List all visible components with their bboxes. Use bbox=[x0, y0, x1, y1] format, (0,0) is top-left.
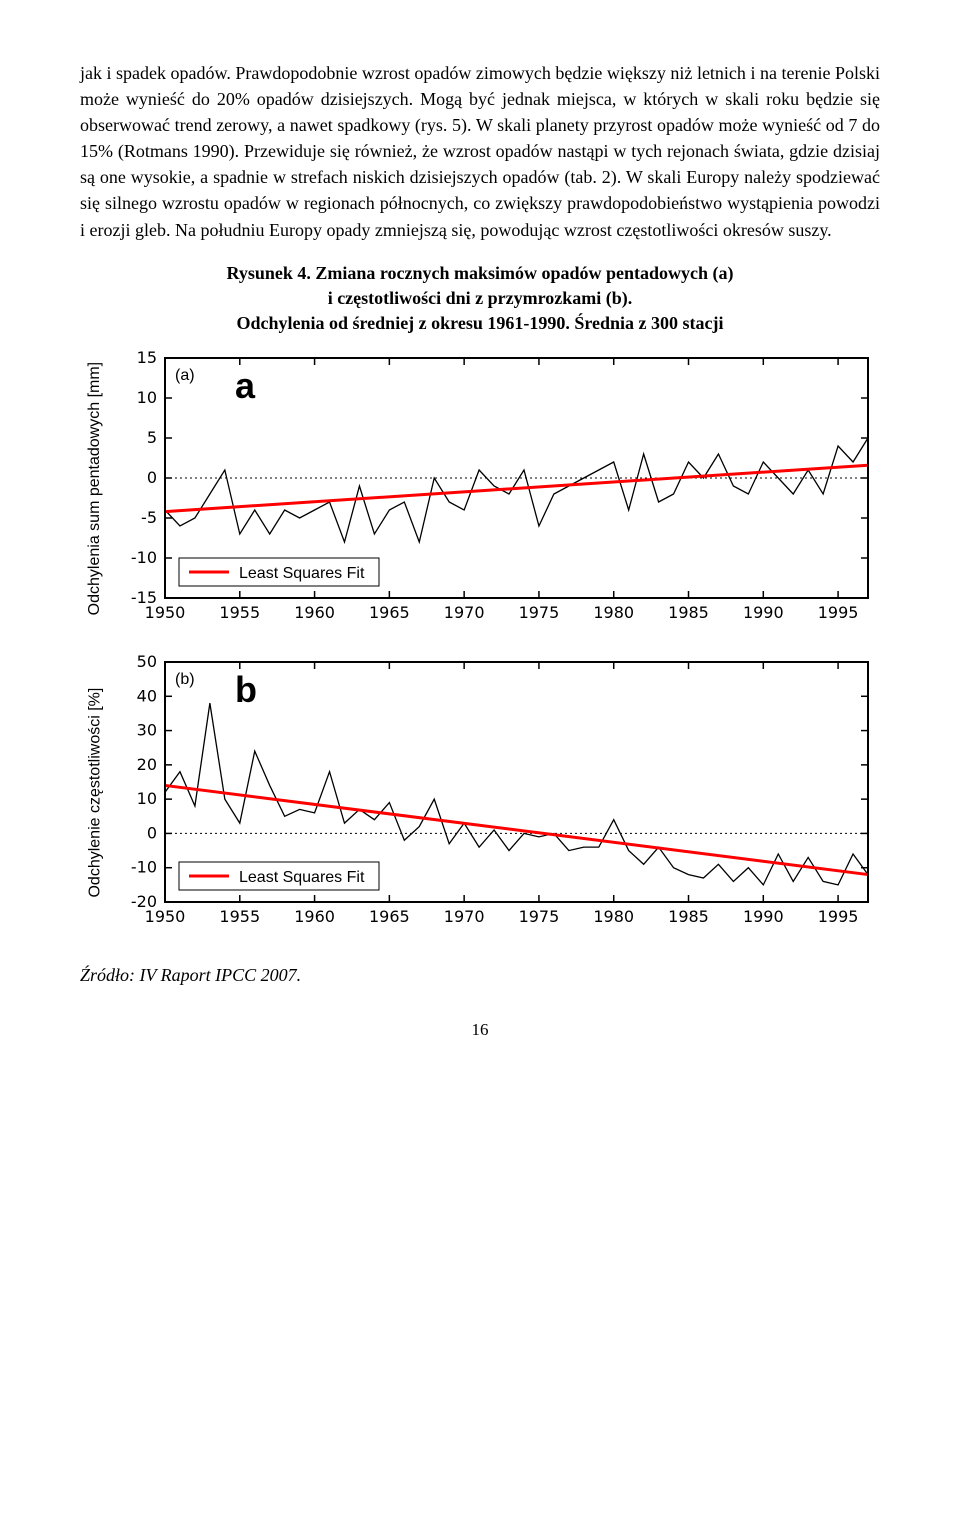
svg-text:Least Squares Fit: Least Squares Fit bbox=[239, 565, 365, 582]
svg-text:1955: 1955 bbox=[219, 603, 260, 622]
svg-text:10: 10 bbox=[137, 789, 157, 808]
figure-caption: Rysunek 4. Zmiana rocznych maksimów opad… bbox=[80, 261, 880, 337]
svg-text:-10: -10 bbox=[131, 548, 157, 567]
svg-text:1975: 1975 bbox=[519, 907, 560, 926]
svg-text:15: 15 bbox=[137, 348, 157, 367]
svg-text:1960: 1960 bbox=[294, 603, 335, 622]
chart-b-svg: -20-100102030405019501955196019651970197… bbox=[110, 652, 880, 932]
svg-text:b: b bbox=[235, 669, 257, 710]
svg-text:-10: -10 bbox=[131, 858, 157, 877]
svg-text:1975: 1975 bbox=[519, 603, 560, 622]
svg-text:1960: 1960 bbox=[294, 907, 335, 926]
svg-text:1970: 1970 bbox=[444, 907, 485, 926]
svg-text:0: 0 bbox=[147, 468, 157, 487]
svg-text:1990: 1990 bbox=[743, 603, 784, 622]
svg-text:1965: 1965 bbox=[369, 907, 410, 926]
svg-text:1985: 1985 bbox=[668, 603, 709, 622]
svg-text:-5: -5 bbox=[141, 508, 157, 527]
body-paragraph: jak i spadek opadów. Prawdopodobnie wzro… bbox=[80, 60, 880, 243]
svg-text:1980: 1980 bbox=[593, 603, 634, 622]
chart-a-y-axis-label: Odchylenia sum pentadowych [mm] bbox=[83, 361, 106, 614]
svg-text:1985: 1985 bbox=[668, 907, 709, 926]
svg-text:20: 20 bbox=[137, 755, 157, 774]
chart-a-y-axis-label-container: Odchylenia sum pentadowych [mm] bbox=[80, 348, 110, 628]
svg-text:Least Squares Fit: Least Squares Fit bbox=[239, 869, 365, 886]
svg-text:1970: 1970 bbox=[444, 603, 485, 622]
svg-text:1980: 1980 bbox=[593, 907, 634, 926]
svg-text:40: 40 bbox=[137, 687, 157, 706]
svg-text:1995: 1995 bbox=[818, 907, 859, 926]
svg-text:1955: 1955 bbox=[219, 907, 260, 926]
svg-text:(b): (b) bbox=[175, 671, 195, 688]
svg-text:1995: 1995 bbox=[818, 603, 859, 622]
caption-line-3: Odchylenia od średniej z okresu 1961-199… bbox=[236, 313, 723, 333]
svg-text:0: 0 bbox=[147, 824, 157, 843]
svg-text:1965: 1965 bbox=[369, 603, 410, 622]
caption-line-2: i częstotliwości dni z przymrozkami (b). bbox=[328, 288, 633, 308]
chart-b-y-axis-label: Odchylenie częstotliwości [%] bbox=[83, 687, 106, 897]
chart-b-y-axis-label-container: Odchylenie częstotliwości [%] bbox=[80, 652, 110, 932]
chart-a-svg: -15-10-505101519501955196019651970197519… bbox=[110, 348, 880, 628]
figure-source: Źródło: IV Raport IPCC 2007. bbox=[80, 962, 880, 988]
svg-text:1950: 1950 bbox=[145, 603, 186, 622]
svg-text:(a): (a) bbox=[175, 367, 195, 384]
caption-line-1: Rysunek 4. Zmiana rocznych maksimów opad… bbox=[226, 263, 733, 283]
chart-b-block: Odchylenie częstotliwości [%] -20-100102… bbox=[80, 652, 880, 932]
svg-text:a: a bbox=[235, 365, 256, 406]
page-number: 16 bbox=[80, 1018, 880, 1043]
svg-text:10: 10 bbox=[137, 388, 157, 407]
svg-text:5: 5 bbox=[147, 428, 157, 447]
svg-text:30: 30 bbox=[137, 721, 157, 740]
svg-text:1950: 1950 bbox=[145, 907, 186, 926]
chart-a-block: Odchylenia sum pentadowych [mm] -15-10-5… bbox=[80, 348, 880, 628]
svg-text:50: 50 bbox=[137, 652, 157, 671]
svg-text:1990: 1990 bbox=[743, 907, 784, 926]
